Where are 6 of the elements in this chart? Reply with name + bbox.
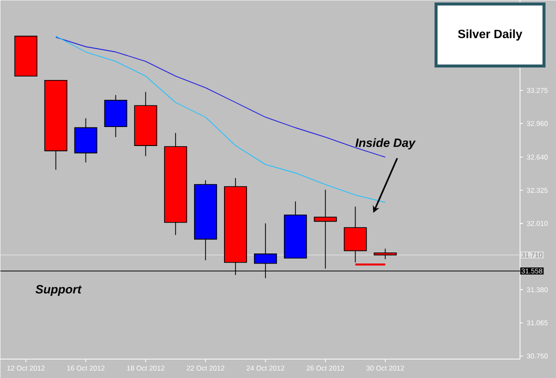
annotation: Inside Day [355, 138, 416, 150]
candlestick [344, 206, 367, 263]
text: Silver Daily [458, 29, 522, 41]
annotation: Support [36, 284, 82, 296]
candlestick [314, 189, 337, 269]
candlestick [374, 248, 397, 260]
